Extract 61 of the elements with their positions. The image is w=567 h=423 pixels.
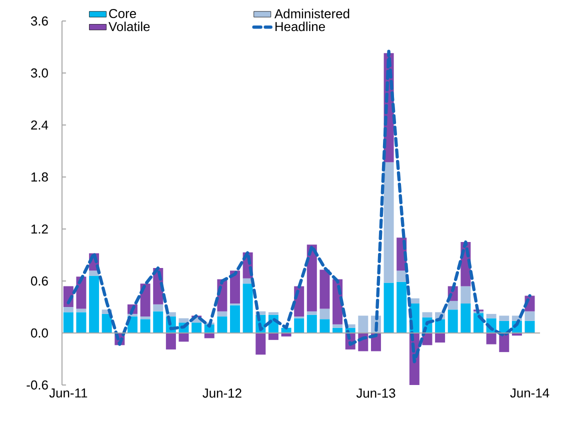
bar [140,316,150,320]
y-tick-label: 1.2 [31,224,48,234]
legend-label: Administered [274,8,350,18]
bar [448,310,458,333]
x-tick-label: Jun-13 [356,388,396,398]
y-tick-label: 0.6 [30,276,48,286]
bar [76,312,86,333]
y-tick-label: -0.6 [26,380,48,390]
bar [140,284,150,317]
bar [242,284,253,333]
bar [396,282,407,333]
bar [76,308,86,312]
bar [448,300,458,310]
y-tick-label: 0.0 [30,328,48,338]
bar [153,304,164,312]
bar [358,316,368,333]
y-tick-label: 3.6 [30,16,48,26]
bar [320,319,330,333]
bar [396,270,407,282]
bar [256,333,266,355]
y-tick-label: 2.4 [31,120,48,130]
bar [435,333,446,343]
legend-label: Volatile [108,22,150,32]
bar [460,304,471,333]
bar [486,333,496,344]
bar [166,333,176,350]
bar [89,276,100,333]
bar [192,322,202,333]
bar [178,318,189,323]
bar [460,286,471,304]
bar [217,311,228,317]
bar [499,316,510,321]
bar [153,311,164,333]
bar [268,333,278,340]
y-tick-label: 3.0 [30,68,48,78]
bar [230,305,240,333]
bar [332,324,343,328]
bar [140,319,150,333]
bar [178,333,189,342]
bar [306,314,317,333]
bar [320,270,330,309]
legend-label: Headline [275,22,325,32]
bar [306,311,317,315]
bar [422,312,432,318]
legend-label: Core [109,8,136,18]
bar [384,162,394,283]
x-tick-label: Jun-11 [49,388,88,398]
bar [524,311,535,321]
bar [294,318,304,333]
bar [320,308,330,320]
x-tick-label: Jun-14 [510,388,550,398]
y-tick-label: 1.8 [31,172,48,182]
bar [63,312,74,333]
bar [268,312,278,315]
x-tick-label: Jun-12 [202,388,242,398]
bar [217,316,228,333]
bar [524,320,535,333]
bar [384,282,394,333]
bar [63,307,74,312]
bar [230,270,240,304]
bar [486,314,496,318]
